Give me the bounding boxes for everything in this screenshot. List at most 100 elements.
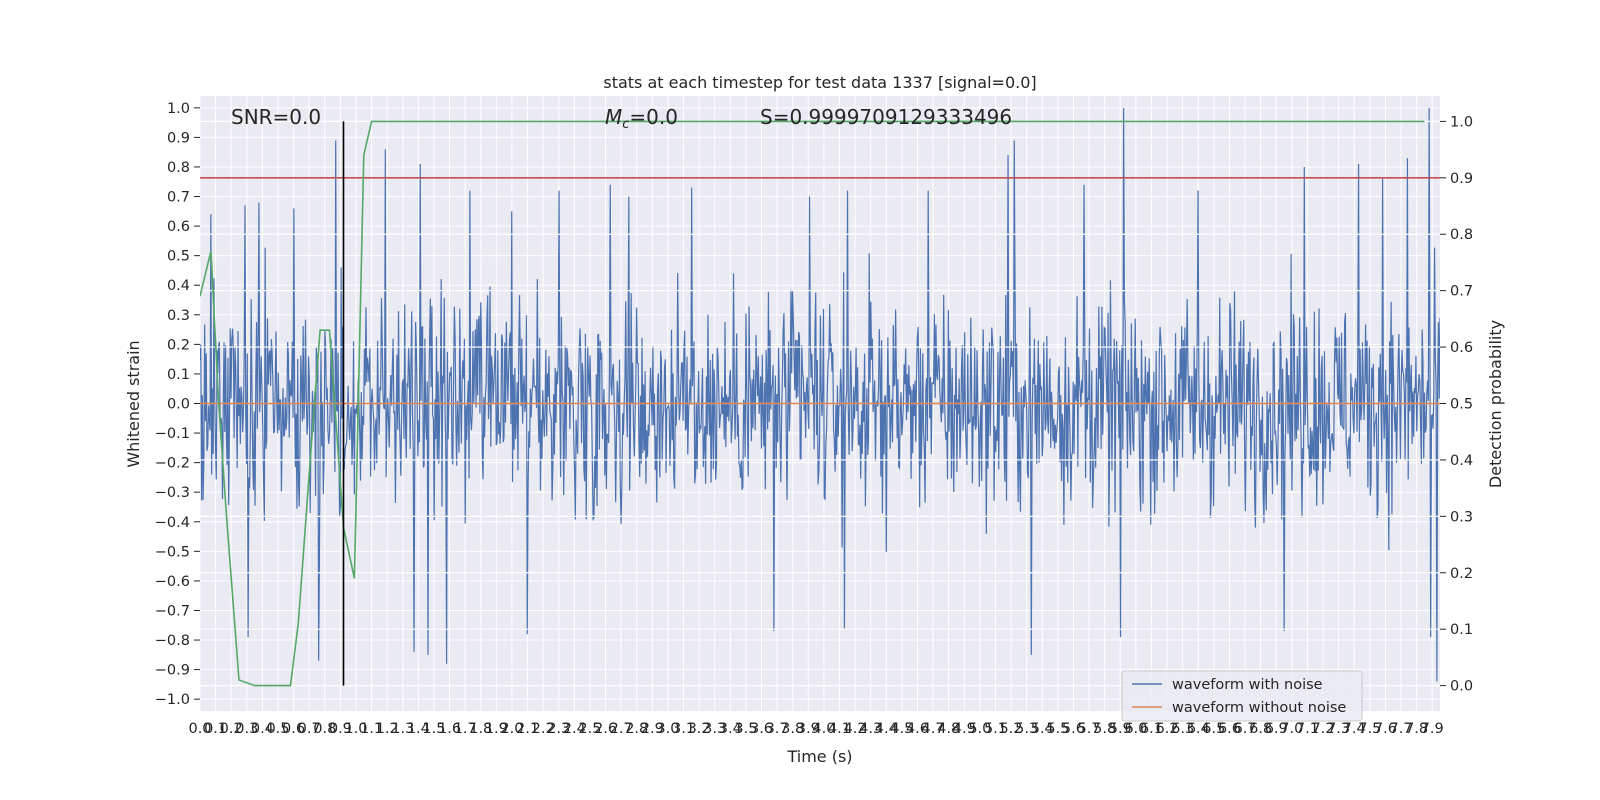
x-tick-label: 7.4 — [1343, 721, 1366, 737]
x-tick-label: 3.8 — [781, 721, 804, 737]
x-tick-label: 6.4 — [1187, 721, 1210, 737]
y2-tick-label: 0.1 — [1450, 622, 1473, 638]
x-tick-label: 0.1 — [204, 721, 227, 737]
x-tick-label: 7.5 — [1358, 721, 1381, 737]
x-tick-label: 4.9 — [953, 721, 976, 737]
chart-title: stats at each timestep for test data 133… — [603, 73, 1036, 92]
x-tick-label: 7.3 — [1327, 721, 1350, 737]
x-tick-label: 5.1 — [984, 721, 1007, 737]
x-tick-label: 5.2 — [1000, 721, 1023, 737]
x-tick-label: 3.9 — [797, 721, 820, 737]
x-tick-label: 4.5 — [890, 721, 913, 737]
x-tick-label: 2.1 — [516, 721, 539, 737]
x-tick-label: 5.7 — [1078, 721, 1101, 737]
snr-annotation: SNR=0.0 — [231, 105, 321, 129]
x-tick-label: 3.2 — [688, 721, 711, 737]
x-tick-label: 7.2 — [1311, 721, 1334, 737]
y-axis-label: Whitened strain — [124, 340, 143, 467]
x-tick-label: 2.5 — [578, 721, 601, 737]
y-tick-label: −0.7 — [155, 603, 190, 619]
x-tick-label: 1.1 — [360, 721, 383, 737]
x-tick-label: 3.5 — [734, 721, 757, 737]
x-tick-label: 4.0 — [812, 721, 835, 737]
legend-label-noise: waveform with noise — [1172, 677, 1323, 693]
x-tick-label: 4.1 — [828, 721, 851, 737]
left-axis: −1.0 −0.9 −0.8 −0.7 −0.6 −0.5 −0.4 −0.3 −0.2 −0.1… — [155, 101, 200, 708]
detection-probability-line — [200, 120, 1425, 687]
chirp-mass-subscript: c — [622, 117, 629, 132]
x-tick-label: 2.6 — [594, 721, 617, 737]
x-tick-label: 5.6 — [1062, 721, 1085, 737]
y2-tick-label: 0.5 — [1450, 397, 1473, 413]
bottom-axis: 0.00.10.20.30.40.50.60.70.80.91.01.11.21… — [188, 721, 1443, 737]
y-tick-label: −0.5 — [155, 544, 190, 560]
y-tick-label: −0.2 — [155, 456, 190, 472]
x-tick-label: 0.2 — [220, 721, 243, 737]
x-tick-label: 3.3 — [703, 721, 726, 737]
x-tick-label: 1.4 — [407, 721, 430, 737]
x-tick-label: 1.5 — [422, 721, 445, 737]
x-tick-label: 5.4 — [1031, 721, 1054, 737]
y-tick-label: 0.4 — [167, 278, 190, 294]
y2-axis-label: Detection probability — [1486, 320, 1505, 488]
y2-tick-label: 0.0 — [1450, 679, 1473, 695]
x-tick-label: 4.3 — [859, 721, 882, 737]
legend-box — [1121, 670, 1363, 722]
x-tick-label: 4.7 — [922, 721, 945, 737]
x-tick-label: 1.2 — [376, 721, 399, 737]
x-tick-label: 3.1 — [672, 721, 695, 737]
x-tick-label: 2.8 — [625, 721, 648, 737]
x-tick-label: 6.7 — [1234, 721, 1257, 737]
x-tick-label: 0.8 — [313, 721, 336, 737]
x-tick-label: 5.9 — [1109, 721, 1132, 737]
x-tick-label: 5.0 — [968, 721, 991, 737]
x-tick-label: 6.6 — [1218, 721, 1241, 737]
x-tick-label: 2.9 — [641, 721, 664, 737]
y2-tick-label: 0.7 — [1450, 284, 1473, 300]
x-tick-label: 7.7 — [1389, 721, 1412, 737]
y2-tick-label: 0.8 — [1450, 227, 1473, 243]
x-tick-label: 5.8 — [1093, 721, 1116, 737]
x-tick-label: 7.6 — [1374, 721, 1397, 737]
y-tick-label: 0.2 — [167, 337, 190, 353]
y-tick-label: −0.9 — [155, 663, 190, 679]
y2-tick-label: 0.2 — [1450, 566, 1473, 582]
y-tick-label: −0.8 — [155, 633, 190, 649]
y-tick-label: −0.6 — [155, 574, 190, 590]
x-tick-label: 7.9 — [1421, 721, 1444, 737]
x-tick-label: 1.7 — [454, 721, 477, 737]
x-tick-label: 1.0 — [344, 721, 367, 737]
legend-label-clean: waveform without noise — [1172, 700, 1346, 716]
x-tick-label: 4.2 — [844, 721, 867, 737]
y-tick-label: −1.0 — [155, 692, 190, 708]
x-tick-label: 0.4 — [251, 721, 274, 737]
y-tick-label: 0.1 — [167, 367, 190, 383]
x-tick-label: 6.9 — [1265, 721, 1288, 737]
legend: waveform with noise waveform without noi… — [1121, 670, 1363, 722]
y-tick-label: 0.5 — [167, 249, 190, 265]
x-tick-label: 4.4 — [875, 721, 898, 737]
y2-tick-label: 0.4 — [1450, 453, 1473, 469]
y-tick-label: 0.3 — [167, 308, 190, 324]
x-tick-label: 1.6 — [438, 721, 461, 737]
y-tick-label: 1.0 — [167, 101, 190, 117]
y-tick-label: 0.8 — [167, 160, 190, 176]
x-tick-label: 3.7 — [766, 721, 789, 737]
x-tick-label: 5.3 — [1015, 721, 1038, 737]
y-tick-label: 0.9 — [167, 130, 190, 146]
x-tick-label: 1.8 — [469, 721, 492, 737]
x-tick-label: 0.5 — [266, 721, 289, 737]
chirp-mass-value: =0.0 — [629, 105, 678, 129]
right-axis: 0.0 0.1 0.2 0.3 0.4 0.5 0.6 0.7 0.8 0.9 1.0 — [1440, 114, 1473, 695]
x-tick-label: 6.3 — [1171, 721, 1194, 737]
x-tick-label: 0.0 — [188, 721, 211, 737]
y2-tick-label: 0.3 — [1450, 509, 1473, 525]
x-tick-label: 0.6 — [282, 721, 305, 737]
x-tick-label: 7.1 — [1296, 721, 1319, 737]
y-tick-label: −0.1 — [155, 426, 190, 442]
x-tick-label: 2.4 — [563, 721, 586, 737]
x-tick-label: 7.8 — [1405, 721, 1428, 737]
x-tick-label: 6.2 — [1156, 721, 1179, 737]
x-tick-label: 3.4 — [719, 721, 742, 737]
